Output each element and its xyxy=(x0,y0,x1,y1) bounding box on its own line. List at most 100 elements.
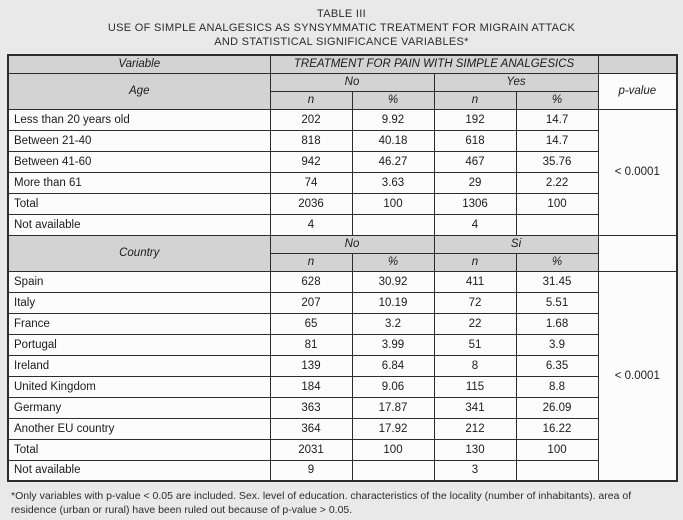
cell-yes-n: 1306 xyxy=(433,192,517,215)
cell-no-n: 4 xyxy=(269,213,353,236)
table-row: Ireland 139 6.84 8 6.35 xyxy=(7,354,677,377)
row-label: Portugal xyxy=(7,333,271,356)
table-row: Spain 628 30.92 411 31.45 < 0.0001 xyxy=(7,270,678,482)
country-header-row: Country No Si xyxy=(7,234,678,272)
country-p-value-spacer xyxy=(597,234,678,272)
table-row: Italy 207 10.19 72 5.51 xyxy=(7,291,677,314)
cell-no-pct: 100 xyxy=(351,192,435,215)
cell-yes-n: 411 xyxy=(433,270,517,293)
table-title-line2: AND STATISTICAL SIGNIFICANCE VARIABLES* xyxy=(214,36,469,48)
cell-no-n: 942 xyxy=(269,150,353,173)
cell-yes-pct: 14.7 xyxy=(515,129,599,152)
cell-no-pct: 9.92 xyxy=(351,108,435,131)
row-label: France xyxy=(7,312,271,335)
cell-yes-pct: 5.51 xyxy=(515,291,599,314)
cell-no-n: 2031 xyxy=(269,438,353,461)
header-n: n xyxy=(433,252,517,272)
row-label: Spain xyxy=(7,270,271,293)
header-treatment: TREATMENT FOR PAIN WITH SIMPLE ANALGESIC… xyxy=(269,54,599,74)
cell-yes-pct xyxy=(515,213,599,236)
cell-no-pct: 100 xyxy=(351,438,435,461)
table-row: More than 61 74 3.63 29 2.22 xyxy=(7,171,677,194)
cell-no-n: 65 xyxy=(269,312,353,335)
cell-no-n: 818 xyxy=(269,129,353,152)
table-row: Between 21-40 818 40.18 618 14.7 xyxy=(7,129,677,152)
table-number: TABLE III xyxy=(317,8,366,20)
header-variable: Variable xyxy=(7,54,271,74)
table-row: Another EU country 364 17.92 212 16.22 xyxy=(7,417,677,440)
cell-no-n: 363 xyxy=(269,396,353,419)
header-pct: % xyxy=(351,90,435,110)
cell-no-n: 628 xyxy=(269,270,353,293)
cell-yes-n: 29 xyxy=(433,171,517,194)
header-corner-cell xyxy=(597,54,678,74)
table-row-total: Total 2036 100 1306 100 xyxy=(7,192,677,215)
row-label: Total xyxy=(7,192,271,215)
header-pct: % xyxy=(351,252,435,272)
header-age-yes: Yes xyxy=(433,72,599,92)
table-row: Portugal 81 3.99 51 3.9 xyxy=(7,333,677,356)
header-p-value: p-value xyxy=(597,72,678,110)
table-row-not-available: Not available 9 3 xyxy=(7,459,677,482)
cell-yes-n: 22 xyxy=(433,312,517,335)
table-title-line1: USE OF SIMPLE ANALGESICS AS SYNSYMMATIC … xyxy=(107,22,576,34)
row-label: Another EU country xyxy=(7,417,271,440)
cell-yes-n: 8 xyxy=(433,354,517,377)
table-title-block: TABLE III USE OF SIMPLE ANALGESICS AS SY… xyxy=(7,7,676,49)
cell-no-n: 139 xyxy=(269,354,353,377)
cell-no-pct: 17.92 xyxy=(351,417,435,440)
row-label: Less than 20 years old xyxy=(7,108,271,131)
table-row-not-available: Not available 4 4 xyxy=(7,213,677,236)
cell-yes-n: 51 xyxy=(433,333,517,356)
cell-yes-pct xyxy=(515,459,599,482)
row-label: Not available xyxy=(7,213,271,236)
header-pct: % xyxy=(515,90,599,110)
header-row-top: Variable TREATMENT FOR PAIN WITH SIMPLE … xyxy=(7,54,678,74)
cell-yes-pct: 14.7 xyxy=(515,108,599,131)
cell-no-n: 184 xyxy=(269,375,353,398)
cell-yes-pct: 100 xyxy=(515,438,599,461)
cell-no-pct: 46.27 xyxy=(351,150,435,173)
cell-yes-n: 618 xyxy=(433,129,517,152)
cell-yes-n: 341 xyxy=(433,396,517,419)
row-label: Italy xyxy=(7,291,271,314)
cell-yes-pct: 31.45 xyxy=(515,270,599,293)
cell-yes-pct: 100 xyxy=(515,192,599,215)
table-row: France 65 3.2 22 1.68 xyxy=(7,312,677,335)
cell-yes-n: 130 xyxy=(433,438,517,461)
table-row: United Kingdom 184 9.06 115 8.8 xyxy=(7,375,677,398)
cell-yes-pct: 2.22 xyxy=(515,171,599,194)
cell-no-n: 207 xyxy=(269,291,353,314)
p-value-country: < 0.0001 xyxy=(597,270,678,482)
header-n: n xyxy=(269,90,353,110)
cell-no-pct: 30.92 xyxy=(351,270,435,293)
header-n: n xyxy=(269,252,353,272)
header-pct: % xyxy=(515,252,599,272)
cell-no-pct: 3.99 xyxy=(351,333,435,356)
cell-yes-n: 4 xyxy=(433,213,517,236)
header-age: Age xyxy=(7,72,271,110)
cell-no-pct: 9.06 xyxy=(351,375,435,398)
table-row: Between 41-60 942 46.27 467 35.76 xyxy=(7,150,677,173)
cell-no-pct xyxy=(351,213,435,236)
age-header-row: Age No Yes p-value xyxy=(7,72,678,110)
cell-no-n: 9 xyxy=(269,459,353,482)
row-label: Between 21-40 xyxy=(7,129,271,152)
row-label: Ireland xyxy=(7,354,271,377)
p-value-age: < 0.0001 xyxy=(597,108,678,236)
cell-yes-n: 212 xyxy=(433,417,517,440)
row-label: United Kingdom xyxy=(7,375,271,398)
cell-no-pct: 10.19 xyxy=(351,291,435,314)
header-country-si: Si xyxy=(433,234,599,254)
table-row: Germany 363 17.87 341 26.09 xyxy=(7,396,677,419)
row-label: Germany xyxy=(7,396,271,419)
cell-yes-pct: 1.68 xyxy=(515,312,599,335)
row-label: Total xyxy=(7,438,271,461)
cell-yes-pct: 16.22 xyxy=(515,417,599,440)
cell-no-n: 74 xyxy=(269,171,353,194)
cell-no-pct xyxy=(351,459,435,482)
cell-no-n: 81 xyxy=(269,333,353,356)
cell-no-n: 202 xyxy=(269,108,353,131)
cell-yes-pct: 3.9 xyxy=(515,333,599,356)
